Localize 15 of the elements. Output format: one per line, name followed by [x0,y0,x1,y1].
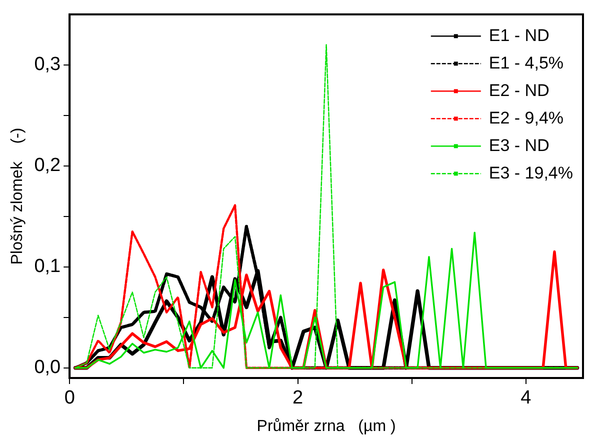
legend-label: E3 - ND [488,136,550,155]
legend-label: E3 - 19,4% [488,163,574,182]
legend-label: E2 - ND [488,80,550,100]
x-tick-label: 4 [520,388,532,409]
legend-label: E1 - 4,5% [488,53,564,72]
y-tick-label: 0,3 [34,54,61,76]
y-tick-label: 0,1 [34,256,61,278]
x-tick-label: 0 [64,388,75,409]
y-tick-label: 0,2 [34,155,61,176]
x-axis-title: Průměr zrna (µm ) [256,418,396,435]
y-axis-title: Plošný zlomek (-) [9,128,26,265]
x-tick-label: 2 [292,388,304,409]
legend-label: E2 - 9,4% [488,108,564,128]
y-tick-label: 0,0 [34,357,61,378]
legend-label: E1 - ND [488,26,550,45]
